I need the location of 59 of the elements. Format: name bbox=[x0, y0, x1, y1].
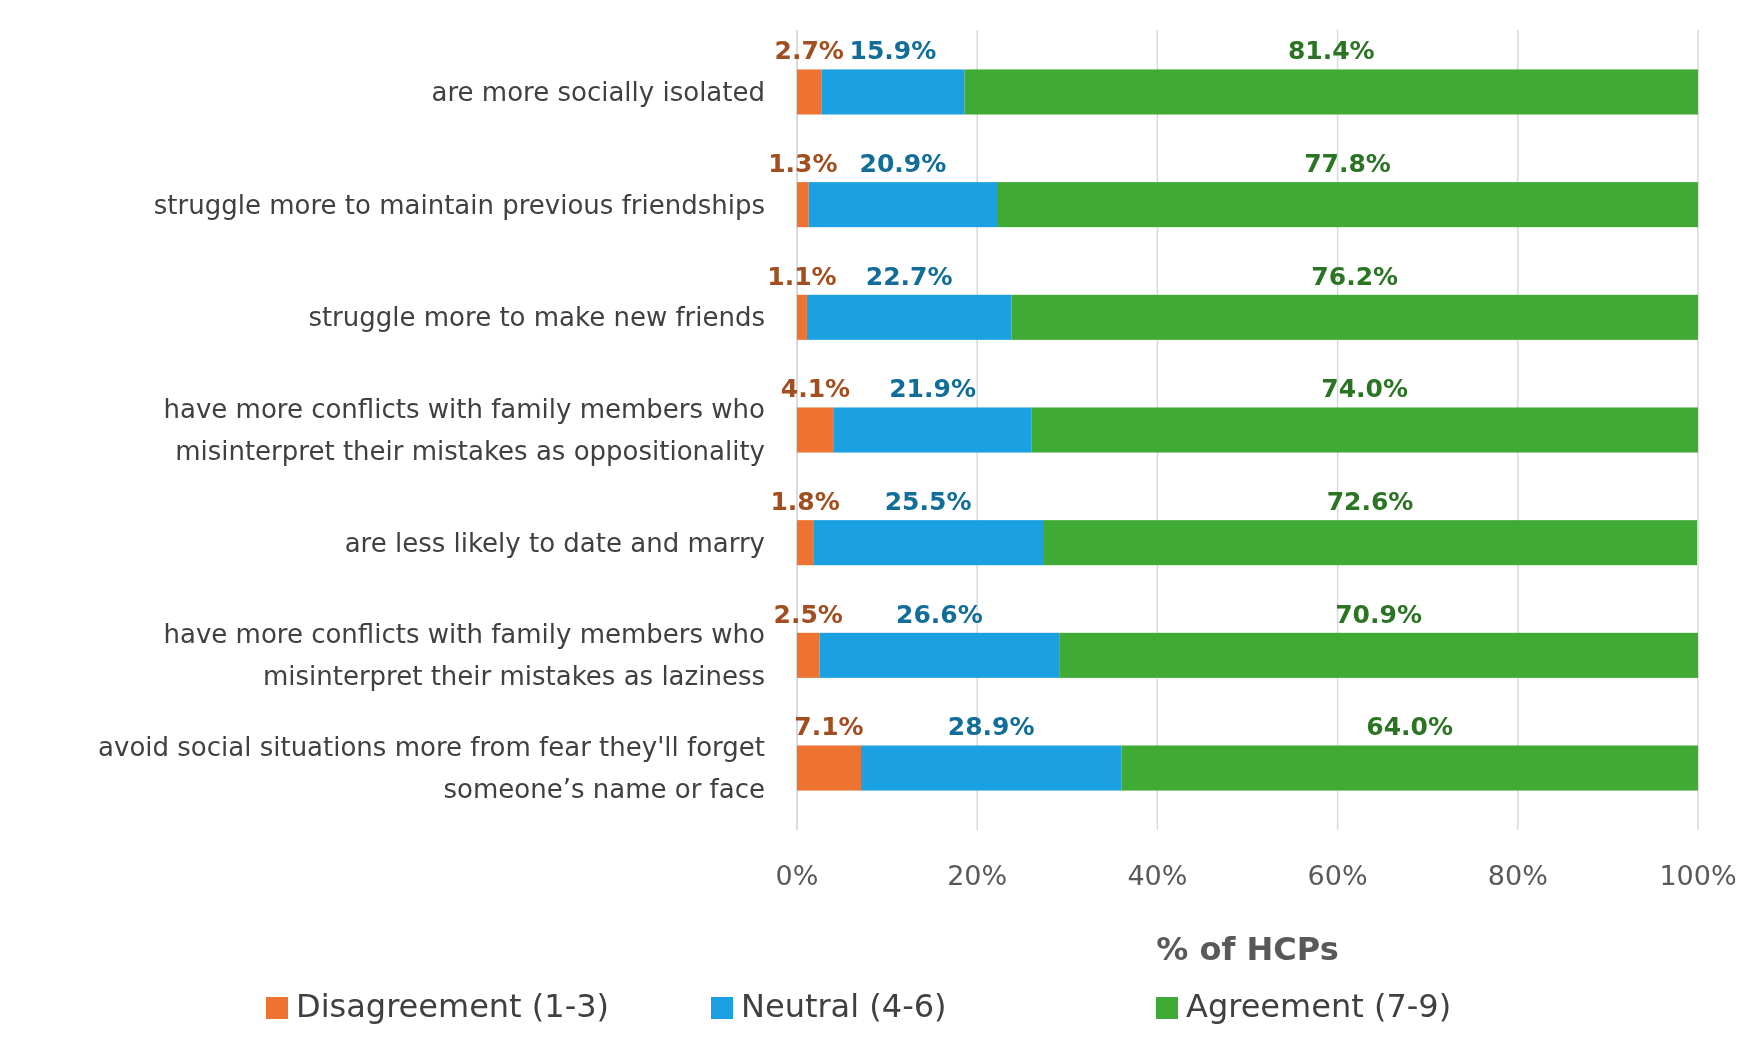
x-tick-label: 20% bbox=[947, 860, 1008, 891]
bar bbox=[1121, 745, 1698, 791]
bar bbox=[1059, 632, 1698, 678]
legend-label: Agreement (7-9) bbox=[1186, 987, 1452, 1025]
data-label: 74.0% bbox=[1321, 374, 1408, 404]
bar bbox=[797, 182, 809, 228]
data-label: 7.1% bbox=[794, 712, 864, 742]
y-tick-label: avoid social situations more from fear they'll forget someone’s name or face bbox=[98, 732, 765, 805]
bar bbox=[797, 407, 834, 453]
legend-label: Neutral (4-6) bbox=[741, 987, 947, 1025]
bar bbox=[797, 745, 861, 791]
x-tick-label: 100% bbox=[1659, 860, 1737, 891]
bar bbox=[860, 745, 1122, 791]
data-label: 26.6% bbox=[895, 599, 983, 629]
data-label: 20.9% bbox=[859, 149, 947, 179]
y-tick-label: struggle more to make new friends bbox=[308, 302, 765, 333]
bar bbox=[1031, 407, 1698, 453]
data-label: 25.5% bbox=[884, 487, 972, 517]
data-label: 4.1% bbox=[780, 374, 851, 404]
data-label: 77.8% bbox=[1304, 149, 1391, 179]
data-label: 64.0% bbox=[1366, 712, 1454, 742]
data-label: 81.4% bbox=[1287, 36, 1375, 66]
bar bbox=[806, 294, 1012, 340]
x-tick-label: 40% bbox=[1127, 860, 1188, 891]
bar bbox=[821, 69, 965, 115]
legend-label: Disagreement (1-3) bbox=[296, 987, 610, 1025]
data-label: 76.2% bbox=[1311, 261, 1399, 291]
data-label: 2.5% bbox=[773, 599, 843, 629]
bar bbox=[797, 520, 814, 566]
bar bbox=[797, 632, 820, 678]
bar bbox=[997, 182, 1698, 228]
data-label: 2.7% bbox=[774, 36, 844, 66]
data-label: 15.9% bbox=[849, 36, 937, 66]
y-tick-label: are less likely to date and marry bbox=[344, 527, 765, 558]
data-label: 1.1% bbox=[767, 261, 837, 291]
data-label: 72.6% bbox=[1326, 487, 1414, 517]
x-tick-label: 60% bbox=[1307, 860, 1368, 891]
x-tick-label: 0% bbox=[775, 860, 819, 891]
x-axis-title: % of HCPs bbox=[1156, 930, 1339, 968]
bar bbox=[808, 182, 998, 228]
bar bbox=[797, 294, 807, 340]
data-label: 21.9% bbox=[889, 374, 976, 404]
data-label: 22.7% bbox=[865, 261, 953, 291]
data-label: 1.8% bbox=[770, 487, 840, 517]
bar bbox=[1011, 294, 1698, 340]
bar bbox=[964, 69, 1698, 115]
bar bbox=[819, 632, 1060, 678]
data-label: 28.9% bbox=[947, 712, 1035, 742]
y-tick-label: have more conflicts with family members who misinterpret their mistakes as oppositionality bbox=[163, 394, 765, 466]
y-tick-label: have more conflicts with family members who misinterpret their mistakes as laziness bbox=[163, 619, 765, 692]
bar bbox=[833, 407, 1032, 453]
bar bbox=[797, 69, 822, 115]
bar bbox=[813, 520, 1043, 566]
bar bbox=[1042, 520, 1698, 566]
x-tick-label: 80% bbox=[1487, 860, 1548, 891]
y-tick-label: are more socially isolated bbox=[431, 76, 765, 107]
y-tick-label: struggle more to maintain previous friendships bbox=[153, 189, 765, 220]
data-label: 1.3% bbox=[768, 149, 838, 179]
data-label: 70.9% bbox=[1335, 599, 1422, 629]
